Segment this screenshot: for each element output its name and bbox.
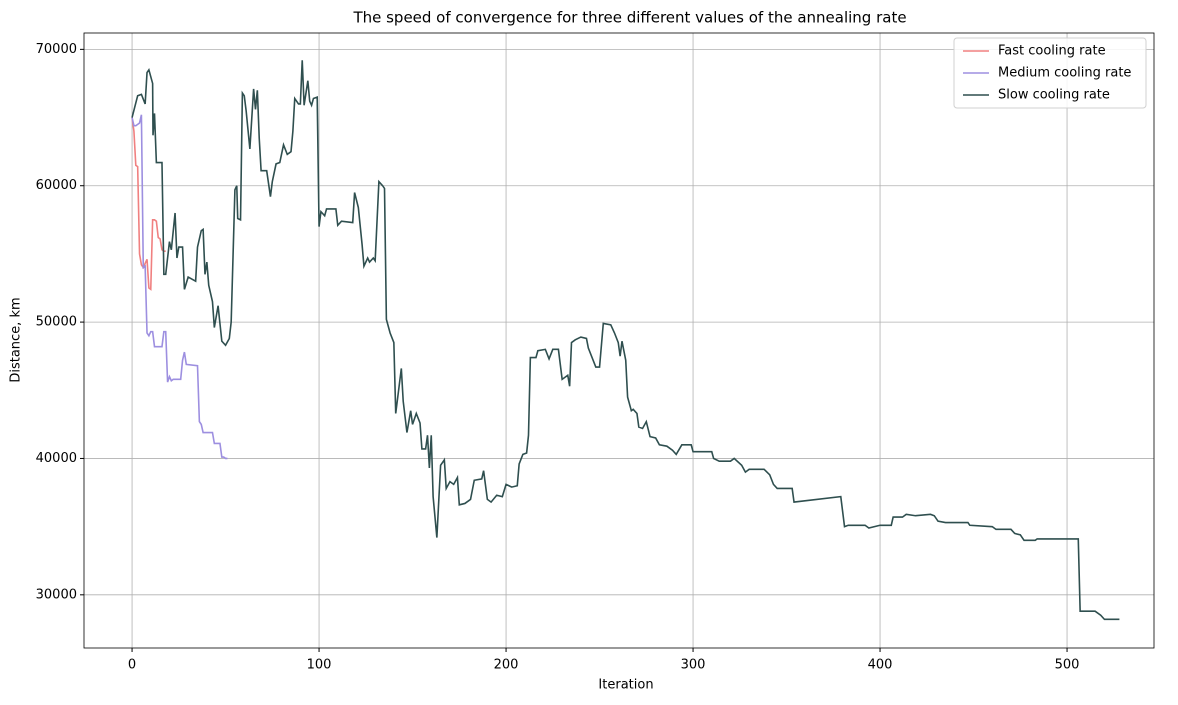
x-tick-label: 500 <box>1055 658 1080 673</box>
legend-box <box>953 37 1147 109</box>
line-series <box>131 60 1120 621</box>
y-tick-label: 30000 <box>36 587 77 602</box>
x-axis-label: Iteration <box>598 678 653 693</box>
y-tick-label: 70000 <box>36 42 77 57</box>
legend: Fast cooling rate Medium cooling rate Slow… <box>953 37 1147 109</box>
y-tick-label: 40000 <box>36 451 77 466</box>
y-tick-label: 50000 <box>36 315 77 330</box>
chart-title: The speed of convergence for three diffe… <box>352 9 906 27</box>
line-series <box>131 114 228 460</box>
x-tick-label: 100 <box>307 658 332 673</box>
x-tick-label: 0 <box>128 658 136 673</box>
legend-label: Slow cooling rate <box>998 88 1110 103</box>
x-tick-label: 300 <box>681 658 706 673</box>
legend-label: Fast cooling rate <box>998 44 1106 59</box>
line-series <box>131 117 166 291</box>
y-tick-label: 60000 <box>36 178 77 193</box>
x-tick-label: 200 <box>494 658 519 673</box>
x-tick-label: 400 <box>868 658 893 673</box>
y-axis-label: Distance, km <box>9 297 24 382</box>
legend-label: Medium cooling rate <box>998 66 1131 81</box>
plot-frame <box>83 32 1155 649</box>
